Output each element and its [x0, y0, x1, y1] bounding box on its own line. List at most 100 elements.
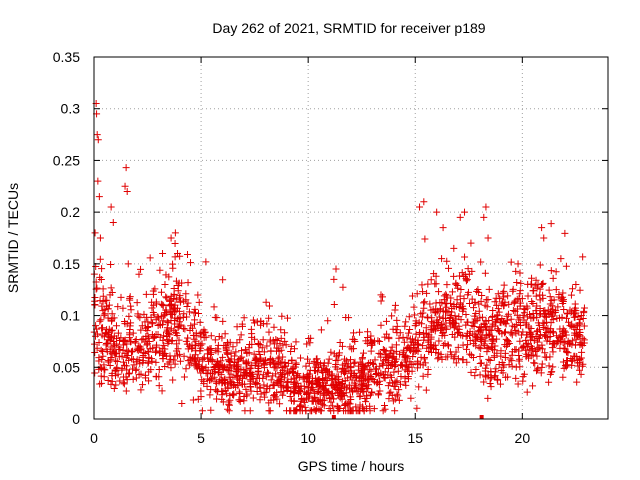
data-point — [174, 324, 182, 332]
y-tick-label: 0.05 — [53, 359, 80, 375]
data-point — [265, 302, 273, 310]
data-point — [570, 324, 578, 332]
data-point — [277, 346, 285, 354]
data-point — [550, 296, 558, 304]
gap-marker — [331, 415, 336, 419]
data-point — [422, 330, 430, 338]
data-point — [266, 407, 274, 415]
data-point — [319, 390, 327, 398]
data-point — [477, 334, 485, 342]
data-point — [347, 407, 355, 415]
data-point — [567, 291, 575, 299]
data-point — [309, 386, 317, 394]
data-point — [421, 359, 429, 367]
data-point — [139, 381, 147, 389]
data-point — [434, 355, 442, 363]
data-point — [311, 393, 319, 401]
data-point — [456, 213, 464, 221]
data-point — [155, 314, 163, 322]
data-point — [359, 381, 367, 389]
data-point — [164, 319, 172, 327]
data-point — [491, 372, 499, 380]
data-point — [102, 345, 110, 353]
data-point — [562, 331, 570, 339]
data-point — [328, 389, 336, 397]
data-point — [180, 352, 188, 360]
data-point — [572, 281, 580, 289]
data-point — [385, 395, 393, 403]
data-point — [356, 372, 364, 380]
data-point — [141, 371, 149, 379]
data-point — [500, 293, 508, 301]
data-point — [330, 300, 338, 308]
data-point — [481, 269, 489, 277]
data-point — [448, 330, 456, 338]
data-point — [480, 378, 488, 386]
data-point — [548, 313, 556, 321]
data-point — [401, 322, 409, 330]
data-point — [456, 292, 464, 300]
data-point — [346, 373, 354, 381]
data-point — [421, 298, 429, 306]
data-point — [471, 299, 479, 307]
data-point — [563, 361, 571, 369]
data-point — [500, 302, 508, 310]
data-point — [508, 351, 516, 359]
data-point — [287, 397, 295, 405]
data-point — [136, 360, 144, 368]
data-point — [320, 362, 328, 370]
data-point — [403, 344, 411, 352]
data-point — [488, 312, 496, 320]
data-point — [476, 353, 484, 361]
data-point — [241, 407, 249, 415]
data-point — [497, 352, 505, 360]
data-point — [253, 387, 261, 395]
data-point — [129, 356, 137, 364]
data-point — [447, 311, 455, 319]
data-point — [458, 269, 466, 277]
data-point — [580, 309, 588, 317]
data-point — [185, 308, 193, 316]
data-point — [442, 325, 450, 333]
data-point — [215, 361, 223, 369]
data-point — [97, 364, 105, 372]
data-point — [463, 318, 471, 326]
data-point — [512, 320, 520, 328]
data-point — [534, 335, 542, 343]
data-point — [579, 360, 587, 368]
x-axis-label: GPS time / hours — [298, 458, 405, 474]
data-point — [527, 325, 535, 333]
data-point — [488, 335, 496, 343]
data-point — [220, 377, 228, 385]
data-point — [387, 388, 395, 396]
data-point — [423, 313, 431, 321]
data-point — [425, 348, 433, 356]
data-point — [260, 381, 268, 389]
data-point — [169, 376, 177, 384]
data-point — [466, 336, 474, 344]
data-point — [172, 277, 180, 285]
data-point — [480, 340, 488, 348]
data-point — [358, 367, 366, 375]
data-point — [119, 379, 127, 387]
data-point — [462, 321, 470, 329]
data-point — [168, 337, 176, 345]
data-point — [132, 336, 140, 344]
data-point — [273, 378, 281, 386]
data-point — [129, 329, 137, 337]
data-point — [367, 373, 375, 381]
data-point — [514, 380, 522, 388]
data-point — [416, 203, 424, 211]
data-point — [545, 378, 553, 386]
data-point — [391, 301, 399, 309]
data-point — [188, 344, 196, 352]
data-point — [135, 342, 143, 350]
data-point — [376, 387, 384, 395]
data-point — [145, 368, 153, 376]
data-point — [128, 355, 136, 363]
data-point — [281, 329, 289, 337]
data-point — [385, 335, 393, 343]
data-point — [94, 177, 102, 185]
data-point — [176, 313, 184, 321]
data-point — [296, 388, 304, 396]
